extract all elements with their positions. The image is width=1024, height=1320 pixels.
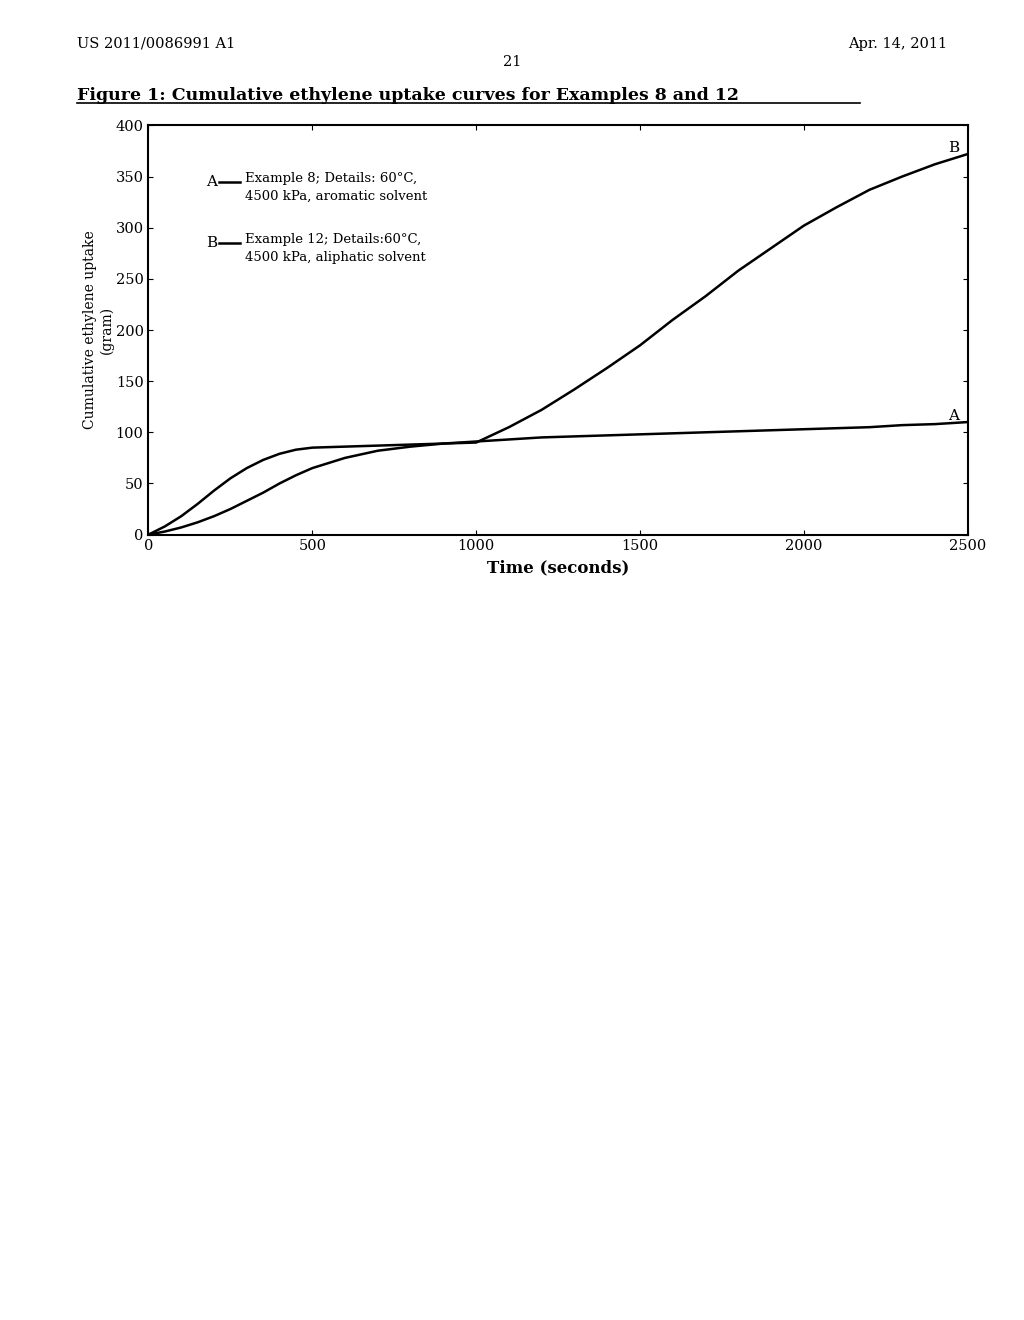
Text: Example 8; Details: 60°C,: Example 8; Details: 60°C, <box>245 172 417 185</box>
Text: Example 12; Details:60°C,: Example 12; Details:60°C, <box>245 234 422 247</box>
Text: Apr. 14, 2011: Apr. 14, 2011 <box>848 37 947 51</box>
Text: 4500 kPa, aliphatic solvent: 4500 kPa, aliphatic solvent <box>245 251 426 264</box>
Text: Figure 1: Cumulative ethylene uptake curves for Examples 8 and 12: Figure 1: Cumulative ethylene uptake cur… <box>77 87 738 104</box>
Text: US 2011/0086991 A1: US 2011/0086991 A1 <box>77 37 236 51</box>
Text: A: A <box>206 174 217 189</box>
Y-axis label: Cumulative ethylene uptake
(gram): Cumulative ethylene uptake (gram) <box>83 231 114 429</box>
Text: B: B <box>948 141 959 154</box>
Text: B: B <box>206 236 217 249</box>
Text: 21: 21 <box>503 55 521 70</box>
Text: 4500 kPa, aromatic solvent: 4500 kPa, aromatic solvent <box>245 190 427 202</box>
X-axis label: Time (seconds): Time (seconds) <box>486 558 630 576</box>
Text: A: A <box>948 409 959 422</box>
